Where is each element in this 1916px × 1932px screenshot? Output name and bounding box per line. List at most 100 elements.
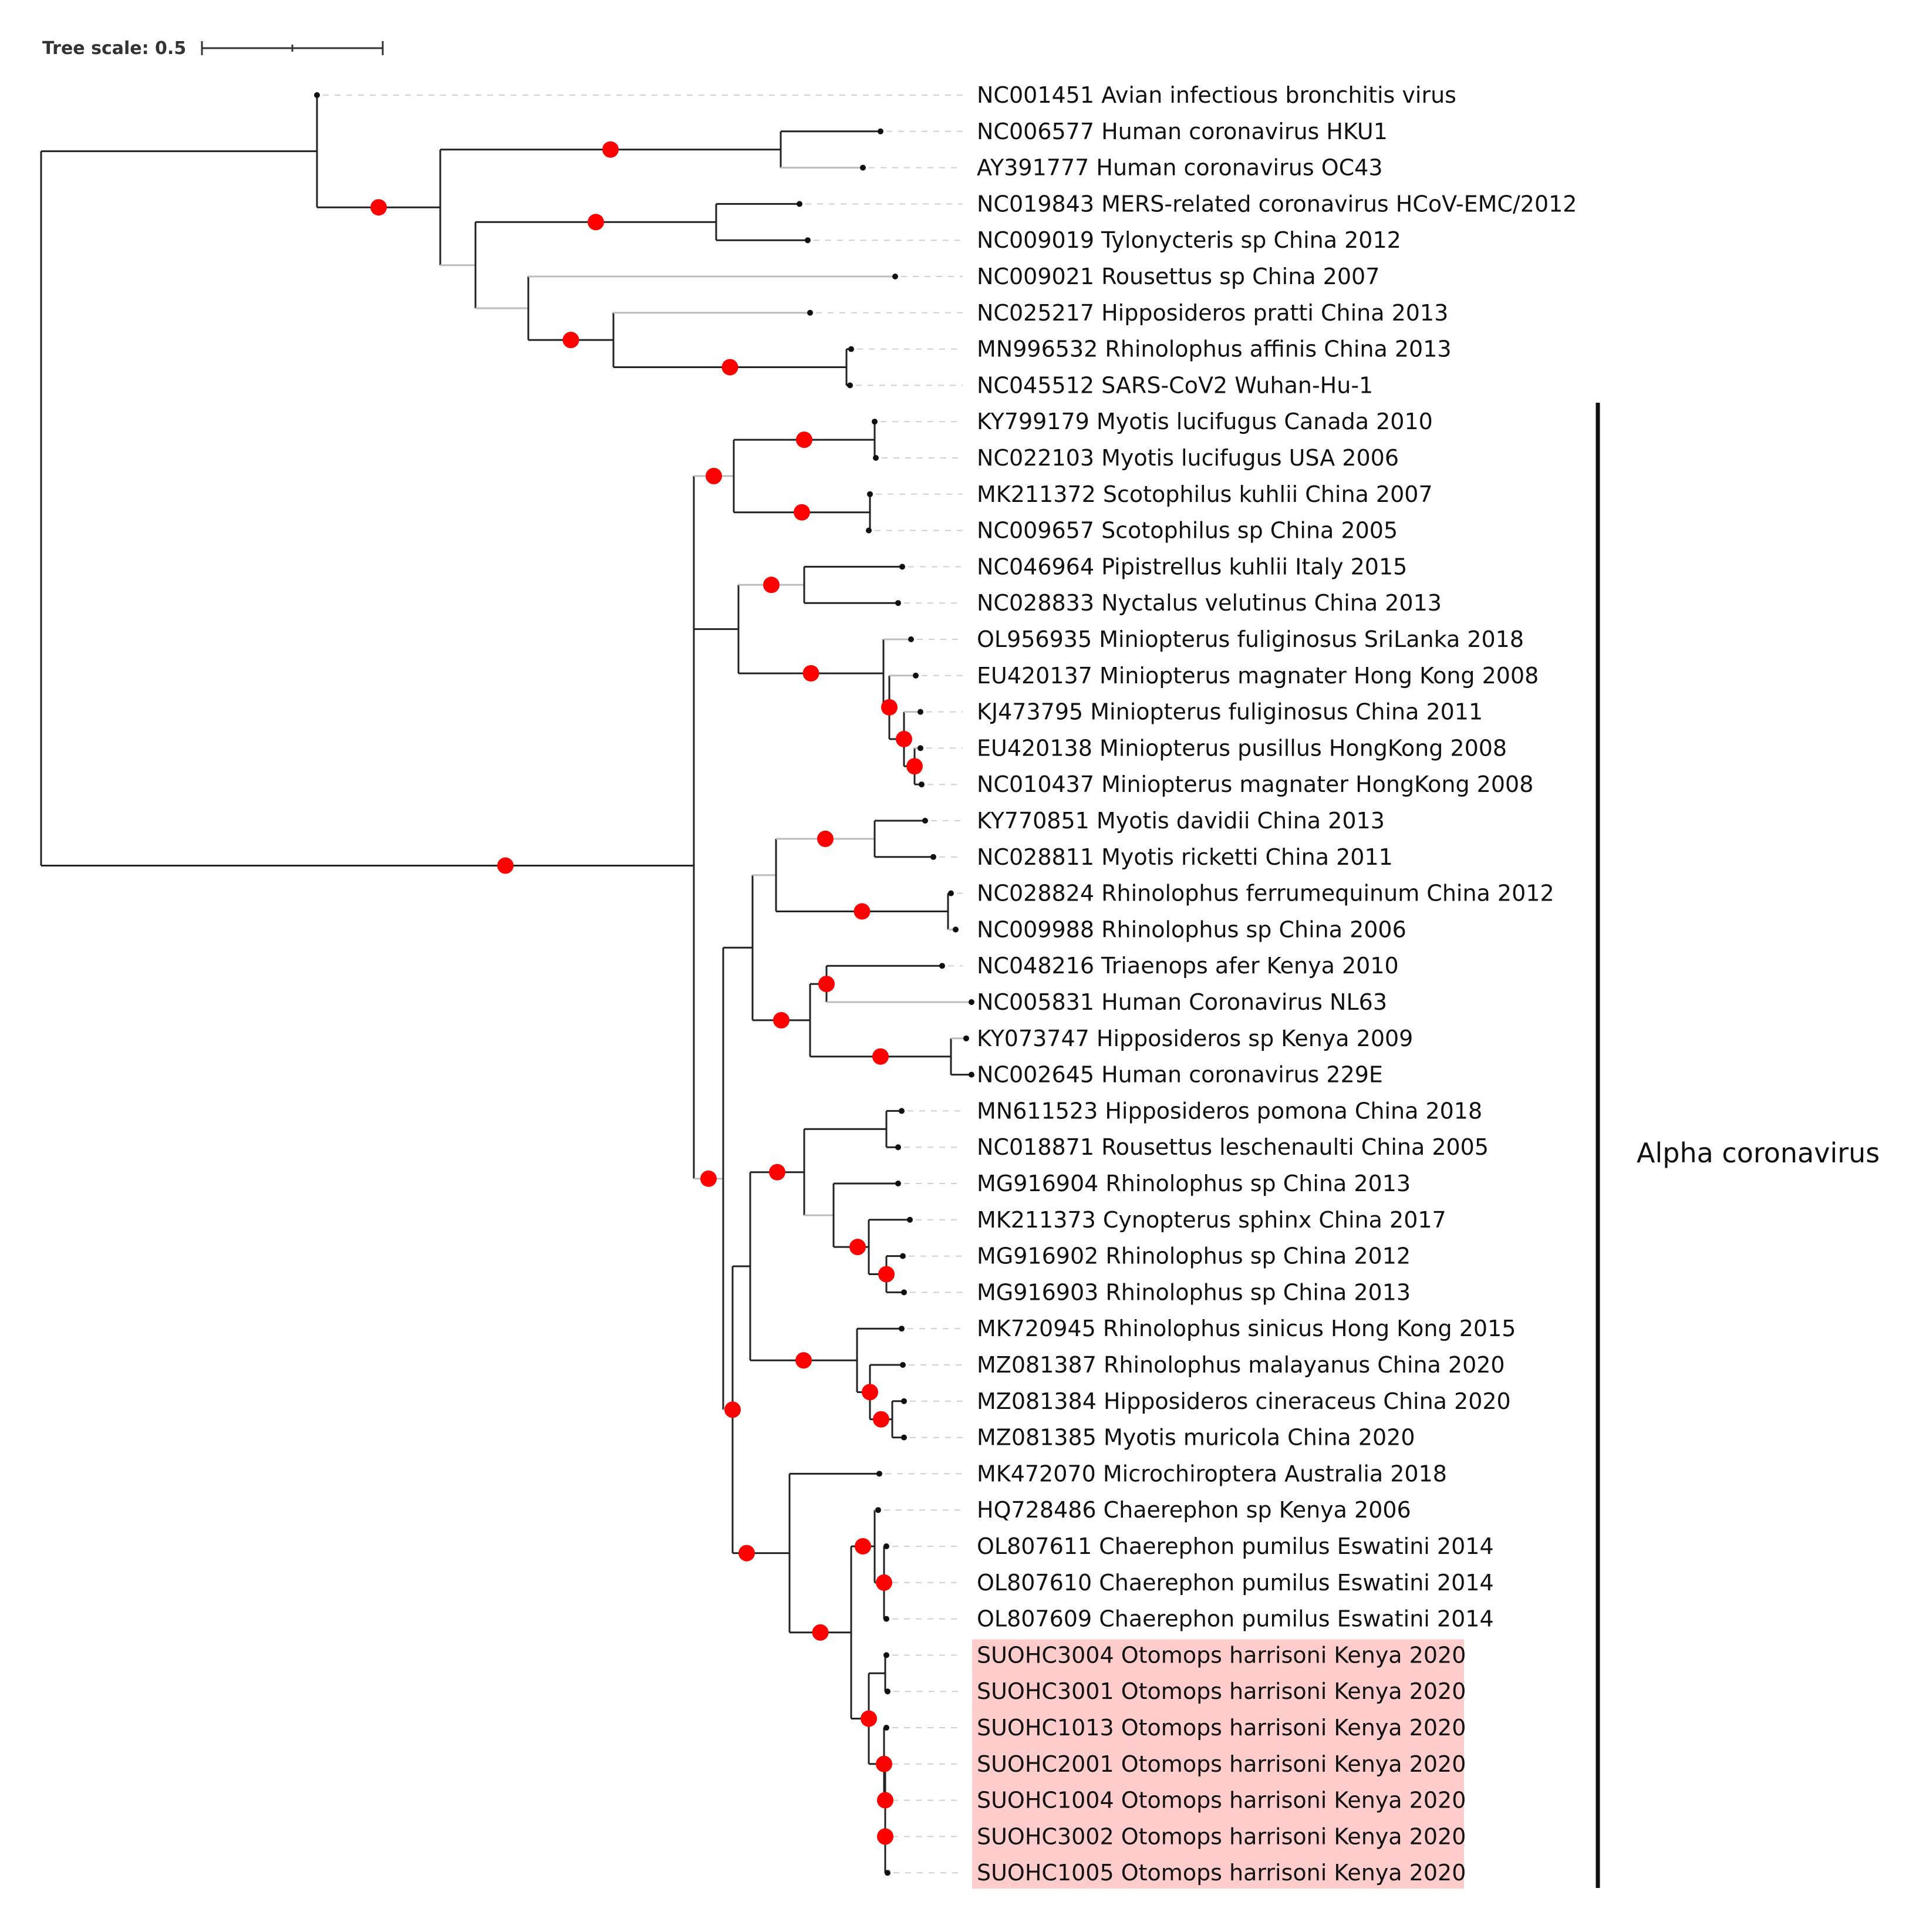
clade-label: Alpha coronavirus — [1637, 1137, 1880, 1169]
leaf-label: MK211372 Scotophilus kuhlii China 2007 — [977, 481, 1433, 507]
leaf-label: NC028811 Myotis ricketti China 2011 — [977, 844, 1393, 870]
leaf-label: SUOHC1004 Otomops harrisoni Kenya 2020 — [977, 1788, 1466, 1813]
tip-dot — [848, 346, 854, 352]
leaf-label: NC046964 Pipistrellus kuhlii Italy 2015 — [977, 554, 1407, 579]
tip-dot — [883, 1652, 889, 1658]
tip-dot — [847, 382, 853, 389]
support-marker — [881, 699, 898, 716]
support-marker — [849, 1239, 866, 1256]
support-marker — [877, 1792, 893, 1809]
tip-dot — [805, 237, 811, 244]
leaf-label: NC025217 Hipposideros pratti China 2013 — [977, 300, 1448, 326]
tree-scale-label: Tree scale: 0.5 — [42, 38, 186, 59]
support-marker — [738, 1545, 755, 1562]
support-markers — [370, 141, 923, 1845]
leaf-label: EU420138 Miniopterus pusillus HongKong 2… — [977, 735, 1507, 761]
tip-dot — [899, 564, 905, 570]
tip-dot — [807, 309, 813, 316]
leaf-label: MK211373 Cynopterus sphinx China 2017 — [977, 1207, 1446, 1233]
tip-dot — [895, 1181, 901, 1186]
leaf-label: NC010437 Miniopterus magnater HongKong 2… — [977, 771, 1533, 797]
leaf-label: EU420137 Miniopterus magnater Hong Kong … — [977, 663, 1539, 689]
leaf-label: KJ473795 Miniopterus fuliginosus China 2… — [977, 699, 1483, 725]
support-marker — [862, 1384, 878, 1401]
support-marker — [602, 141, 619, 158]
leader-lines — [323, 95, 963, 1874]
support-marker — [562, 332, 579, 349]
tip-dot — [895, 1144, 901, 1151]
tip-dot — [919, 781, 925, 788]
leaf-label: NC009988 Rhinolophus sp China 2006 — [977, 916, 1406, 942]
leaf-label: SUOHC1013 Otomops harrisoni Kenya 2020 — [977, 1715, 1466, 1741]
tip-dot — [878, 128, 883, 134]
support-marker — [854, 903, 871, 920]
tip-dot — [797, 201, 802, 207]
support-marker — [706, 467, 722, 484]
leaf-label: MZ081385 Myotis muricola China 2020 — [977, 1425, 1415, 1451]
tip-dot — [969, 999, 974, 1005]
support-marker — [906, 758, 923, 775]
tip-dot — [892, 274, 898, 279]
leaf-label: NC009019 Tylonycteris sp China 2012 — [977, 227, 1401, 253]
leaf-label: SUOHC1005 Otomops harrisoni Kenya 2020 — [977, 1860, 1466, 1886]
leaf-label: SUOHC3001 Otomops harrisoni Kenya 2020 — [977, 1678, 1466, 1704]
leaf-label: MG916904 Rhinolophus sp China 2013 — [977, 1171, 1411, 1196]
support-marker — [812, 1624, 829, 1641]
tip-dot — [314, 92, 320, 98]
tip-dot — [899, 1326, 905, 1332]
tip-dot — [883, 1725, 889, 1731]
tip-dot — [913, 672, 919, 679]
leaf-label: NC022103 Myotis lucifugus USA 2006 — [977, 445, 1399, 471]
tip-dot — [917, 745, 923, 751]
tip-dot — [900, 1253, 906, 1259]
support-marker — [802, 665, 819, 682]
leaf-label: MN611523 Hipposideros pomona China 2018 — [977, 1098, 1482, 1124]
support-marker — [700, 1170, 717, 1187]
support-marker — [817, 830, 834, 847]
leaf-label: NC009021 Rousettus sp China 2007 — [977, 264, 1379, 289]
tip-dot — [875, 1507, 881, 1513]
leaf-label: MK720945 Rhinolophus sinicus Hong Kong 2… — [977, 1316, 1516, 1341]
leaf-label: MZ081387 Rhinolophus malayanus China 202… — [977, 1352, 1505, 1378]
leaf-label: SUOHC3004 Otomops harrisoni Kenya 2020 — [977, 1642, 1466, 1668]
leaf-label: KY770851 Myotis davidii China 2013 — [977, 808, 1385, 834]
leaf-label: NC006577 Human coronavirus HKU1 — [977, 119, 1388, 144]
tree-scale: Tree scale: 0.5 — [42, 38, 384, 59]
tip-dot — [922, 818, 928, 824]
leaf-label: AY391777 Human coronavirus OC43 — [977, 155, 1383, 181]
support-marker — [370, 199, 387, 216]
support-marker — [861, 1710, 877, 1727]
leaf-label: OL807609 Chaerephon pumilus Eswatini 201… — [977, 1606, 1494, 1632]
tip-dot — [900, 1362, 906, 1368]
leaf-label: MG916902 Rhinolophus sp China 2012 — [977, 1243, 1411, 1269]
leaf-label: NC001451 Avian infectious bronchitis vir… — [977, 82, 1456, 108]
support-marker — [873, 1411, 889, 1428]
highlight-layer — [972, 1639, 1464, 1889]
leaf-label: NC005831 Human Coronavirus NL63 — [977, 989, 1387, 1015]
support-marker — [724, 1401, 741, 1418]
support-marker — [769, 1164, 785, 1181]
support-marker — [497, 857, 514, 874]
support-marker — [878, 1266, 895, 1283]
leaf-label: NC028824 Rhinolophus ferrumequinum China… — [977, 881, 1554, 906]
leaf-label: KY073747 Hipposideros sp Kenya 2009 — [977, 1026, 1413, 1051]
tip-dot — [883, 1616, 889, 1622]
tip-dot — [867, 491, 873, 497]
leaf-label: OL807610 Chaerephon pumilus Eswatini 201… — [977, 1570, 1494, 1596]
tip-dot — [969, 1071, 974, 1078]
support-marker — [721, 359, 738, 376]
support-marker — [588, 214, 604, 231]
leaf-label: NC045512 SARS-CoV2 Wuhan-Hu-1 — [977, 372, 1373, 398]
support-marker — [794, 504, 810, 521]
leaf-label: MG916903 Rhinolophus sp China 2013 — [977, 1279, 1411, 1305]
tip-dot — [899, 1108, 905, 1114]
tip-dot — [901, 1434, 907, 1441]
support-marker — [855, 1538, 871, 1555]
support-marker — [773, 1011, 790, 1029]
support-marker — [763, 576, 780, 594]
tip-markers — [314, 92, 974, 1876]
tip-dot — [883, 1543, 889, 1549]
support-marker — [796, 431, 812, 449]
leaf-label: NC028833 Nyctalus velutinus China 2013 — [977, 590, 1442, 616]
